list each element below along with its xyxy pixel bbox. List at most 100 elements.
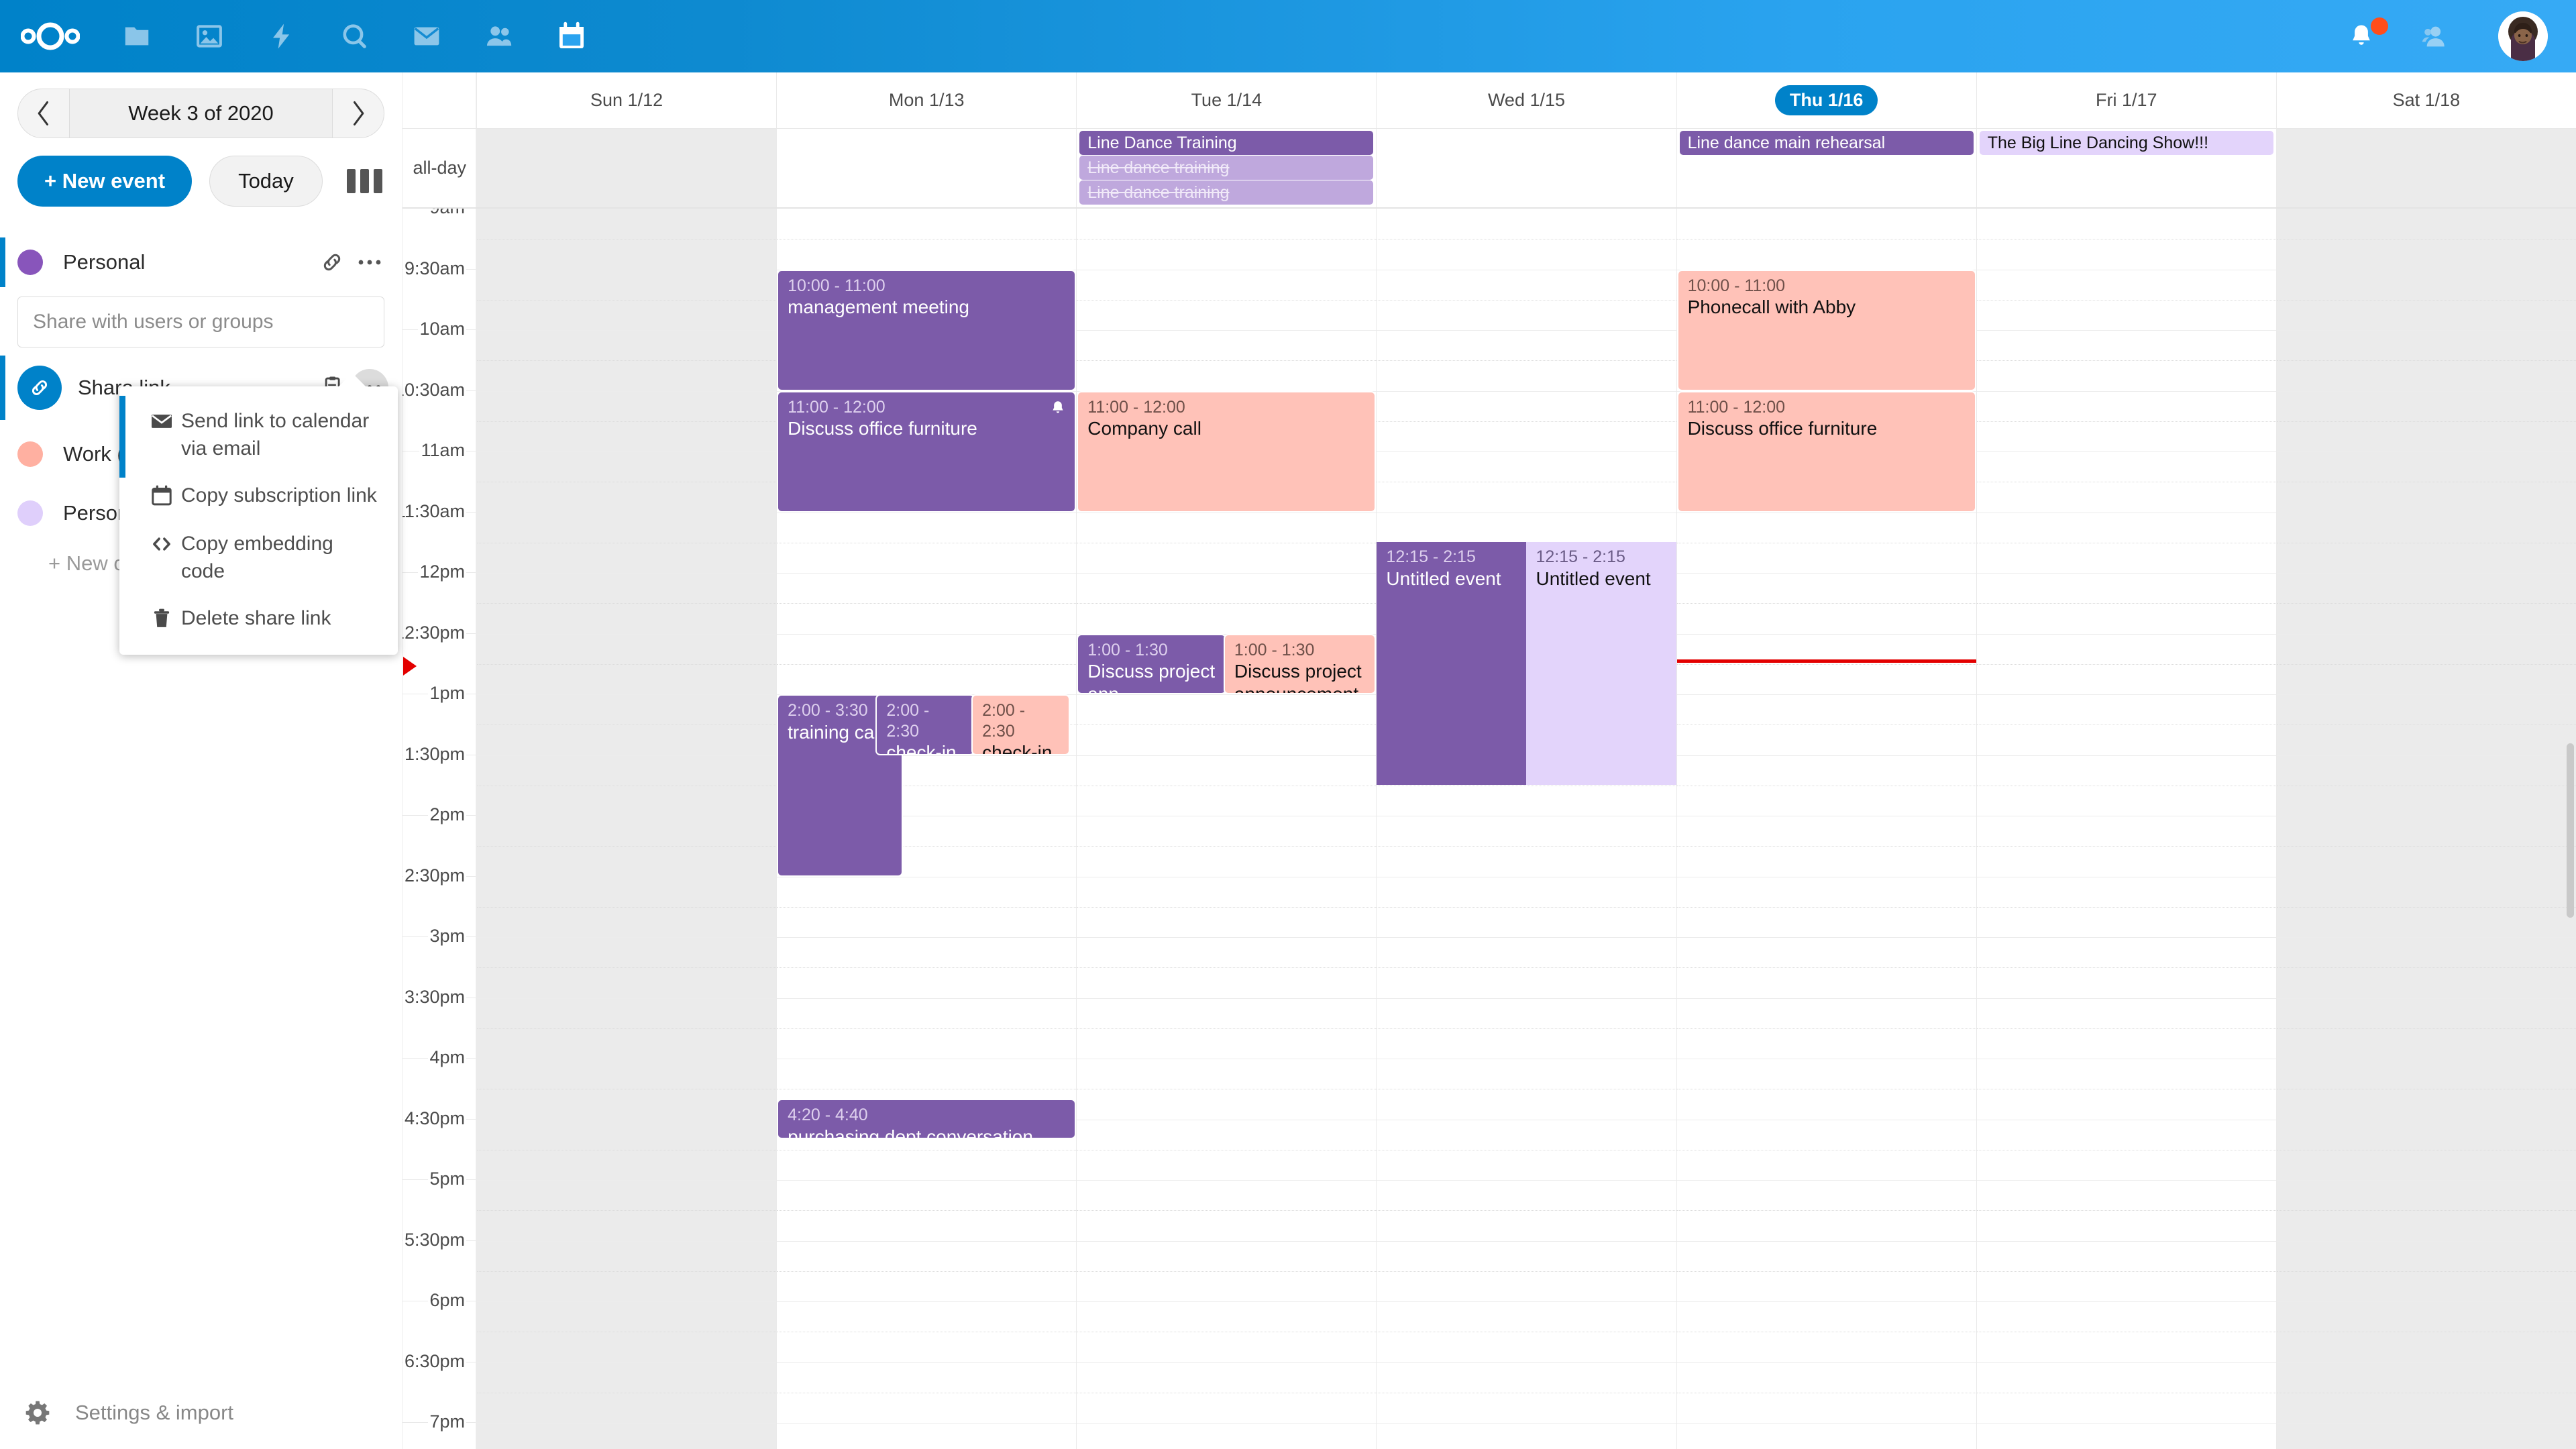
avatar[interactable] <box>2498 11 2548 61</box>
grid-line <box>1077 1028 1377 1029</box>
day-column-fri[interactable] <box>1976 209 2276 1449</box>
grid-line <box>1077 846 1377 847</box>
envelope-icon <box>142 407 181 433</box>
grid-line <box>1377 1028 1676 1029</box>
notification-badge <box>2371 17 2388 35</box>
grid-line <box>1976 1180 2276 1181</box>
calendar-item-work[interactable]: Work (C <box>0 429 402 479</box>
event-management-meeting[interactable]: 10:00 - 11:00 management meeting <box>777 269 1077 391</box>
event-company-call[interactable]: 11:00 - 12:00 Company call <box>1077 390 1377 513</box>
all-day-cell-sat[interactable] <box>2275 129 2576 207</box>
event-phonecall-with-abby[interactable]: 10:00 - 11:00 Phonecall with Abby <box>1676 269 1976 391</box>
grid-line <box>1976 1240 2276 1242</box>
share-link-icon[interactable] <box>313 244 351 281</box>
grid-line <box>2276 603 2576 604</box>
day-header-wed[interactable]: Wed 1/15 <box>1376 72 1676 128</box>
calendar-item-personal[interactable]: Personal <box>0 237 402 287</box>
grid-line <box>777 998 1077 999</box>
week-view-columns-icon <box>346 169 356 193</box>
menu-item-delete-share-link[interactable]: Delete share link <box>119 594 398 643</box>
event-untitled-event-shared[interactable]: 12:15 - 2:15 Untitled event <box>1526 542 1676 785</box>
all-day-event[interactable]: Line dance main rehearsal <box>1679 131 1974 155</box>
grid-line <box>1676 1423 1976 1424</box>
all-day-event[interactable]: The Big Line Dancing Show!!! <box>1979 131 2273 155</box>
event-title: purchasing dept conversation <box>788 1126 1033 1139</box>
day-header-sun[interactable]: Sun 1/12 <box>476 72 776 128</box>
week-title[interactable]: Week 3 of 2020 <box>70 89 332 138</box>
vertical-scrollbar[interactable] <box>2567 743 2574 918</box>
day-column-tue[interactable]: 11:00 - 12:00 Company call 1:00 - 1:30 D… <box>1076 209 1377 1449</box>
event-time: 2:00 - 3:30 <box>788 701 868 720</box>
event-time: 11:00 - 12:00 <box>1687 397 1786 417</box>
grid-line <box>2276 330 2576 331</box>
nav-item-activity[interactable] <box>246 0 318 72</box>
all-day-event[interactable]: Line Dance Training <box>1079 131 1374 155</box>
share-with-users-input[interactable]: Share with users or groups <box>17 297 384 347</box>
menu-item-send-link-email[interactable]: Send link to calendar via email <box>119 397 398 472</box>
day-header-sat[interactable]: Sat 1/18 <box>2275 72 2576 128</box>
day-header-mon[interactable]: Mon 1/13 <box>776 72 1076 128</box>
all-day-event[interactable]: Line dance training <box>1079 156 1374 180</box>
previous-week-button[interactable] <box>18 89 69 138</box>
grid-line <box>1676 1301 1976 1302</box>
grid-line <box>2276 573 2576 574</box>
notifications-button[interactable] <box>2325 0 2398 72</box>
day-header-fri[interactable]: Fri 1/17 <box>1976 72 2276 128</box>
menu-item-copy-subscription-link[interactable]: Copy subscription link <box>119 472 398 520</box>
day-column-sat[interactable] <box>2275 209 2576 1449</box>
all-day-cell-fri[interactable]: The Big Line Dancing Show!!! <box>1976 129 2276 207</box>
day-column-sun[interactable] <box>476 209 777 1449</box>
today-button[interactable]: Today <box>209 156 323 207</box>
contacts-menu-button[interactable] <box>2398 0 2470 72</box>
event-untitled-event-personal[interactable]: 12:15 - 2:15 Untitled event <box>1377 542 1527 785</box>
three-dots-icon <box>358 260 381 265</box>
grid-line <box>1676 694 1976 695</box>
time-slot: 7pm <box>402 1411 476 1449</box>
grid-line <box>2276 967 2576 969</box>
next-week-button[interactable] <box>333 89 384 138</box>
time-label: 5:30pm <box>402 1229 466 1250</box>
nav-item-files[interactable] <box>101 0 173 72</box>
calendar-more-menu-button[interactable] <box>351 244 388 281</box>
menu-item-copy-embedding-code[interactable]: Copy embedding code <box>119 520 398 594</box>
grid-line <box>777 1423 1077 1424</box>
new-event-button[interactable]: + New event <box>17 156 193 207</box>
nav-item-contacts[interactable] <box>463 0 535 72</box>
grid-line <box>1377 967 1676 969</box>
chevron-left-icon <box>38 101 49 126</box>
event-check-in-personal[interactable]: 2:00 - 2:30 check-in <box>875 694 975 755</box>
all-day-cell-sun[interactable] <box>476 129 777 207</box>
day-label: Wed 1/15 <box>1487 90 1566 110</box>
settings-and-import-button[interactable]: Settings & import <box>0 1377 402 1449</box>
all-day-cell-tue[interactable]: Line Dance Training Line dance training … <box>1076 129 1376 207</box>
event-discuss-office-furniture-work[interactable]: 11:00 - 12:00 Discuss office furniture <box>1676 390 1976 513</box>
calendar-icon <box>142 481 181 508</box>
nav-item-photos[interactable] <box>173 0 246 72</box>
all-day-cell-mon[interactable] <box>776 129 1076 207</box>
event-discuss-project-announcement-personal[interactable]: 1:00 - 1:30 Discuss project ann <box>1077 633 1227 694</box>
day-header-tue[interactable]: Tue 1/14 <box>1076 72 1376 128</box>
calendar-name: Personal <box>63 250 146 274</box>
event-purchasing-dept-conversation[interactable]: 4:20 - 4:40 purchasing dept conversation <box>777 1099 1077 1139</box>
day-column-thu[interactable]: 10:00 - 11:00 Phonecall with Abby 11:00 … <box>1676 209 1976 1449</box>
time-label: 5pm <box>428 1169 466 1189</box>
time-slot: 2pm <box>402 804 476 877</box>
event-discuss-office-furniture[interactable]: 11:00 - 12:00 Discuss office furniture <box>777 390 1077 513</box>
nav-item-search[interactable] <box>318 0 390 72</box>
view-switcher-button[interactable] <box>346 169 382 193</box>
grid-line <box>2276 1423 2576 1424</box>
day-header-thu[interactable]: Thu 1/16 <box>1676 72 1976 128</box>
day-column-wed[interactable]: 12:15 - 2:15 Untitled event 12:15 - 2:15… <box>1376 209 1676 1449</box>
grid-line <box>777 1210 1077 1212</box>
all-day-cell-wed[interactable] <box>1376 129 1676 207</box>
grid-line <box>777 1028 1077 1029</box>
new-calendar-button[interactable]: + New c <box>48 551 124 575</box>
nav-item-calendar[interactable] <box>535 0 608 72</box>
all-day-cell-thu[interactable]: Line dance main rehearsal <box>1676 129 1976 207</box>
nav-item-mail[interactable] <box>390 0 463 72</box>
all-day-event[interactable]: Line dance training <box>1079 180 1374 205</box>
event-check-in-work[interactable]: 2:00 - 2:30 check-in <box>971 694 1071 755</box>
nextcloud-logo[interactable] <box>0 22 101 50</box>
event-discuss-project-announcement-work[interactable]: 1:00 - 1:30 Discuss project announcement <box>1223 633 1377 694</box>
day-column-mon[interactable]: 10:00 - 11:00 management meeting 11:00 -… <box>776 209 1077 1449</box>
